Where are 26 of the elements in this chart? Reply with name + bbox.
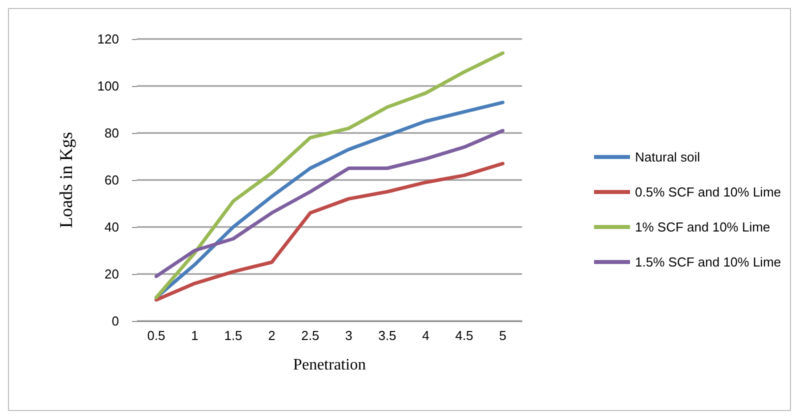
x-tick-label: 2 <box>268 328 276 343</box>
x-tick-label: 3 <box>345 328 352 343</box>
x-axis-title: Penetration <box>293 356 366 374</box>
y-tick-label: 100 <box>97 78 119 94</box>
x-tick-label: 1.5 <box>224 328 242 343</box>
y-tick-label: 0 <box>112 314 119 328</box>
line-series <box>154 128 504 278</box>
y-tick-label: 80 <box>104 126 119 140</box>
line-series <box>154 51 504 300</box>
legend-label: 1.5% SCF and 10% Lime <box>635 254 782 270</box>
x-tick-label: 5 <box>499 328 506 343</box>
legend-label: 0.5% SCF and 10% Lime <box>635 184 782 200</box>
y-tick-label: 40 <box>104 220 119 234</box>
legend-label: Natural soil <box>635 150 700 164</box>
y-tick-label: 20 <box>104 266 119 282</box>
x-tick-label: 2.5 <box>301 328 320 343</box>
line-series <box>154 162 504 302</box>
x-tick-label: 3.5 <box>378 328 396 343</box>
legend-label: 1% SCF and 10% Lime <box>635 220 770 234</box>
x-tick-label: 4.5 <box>455 328 474 343</box>
y-axis-title: Loads in Kgs <box>56 132 76 228</box>
x-tick-label: 1 <box>191 328 198 343</box>
x-tick-label: 0.5 <box>147 328 166 343</box>
y-tick-label: 60 <box>104 172 119 188</box>
x-tick-label: 4 <box>422 328 430 343</box>
y-tick-label: 120 <box>97 32 119 46</box>
